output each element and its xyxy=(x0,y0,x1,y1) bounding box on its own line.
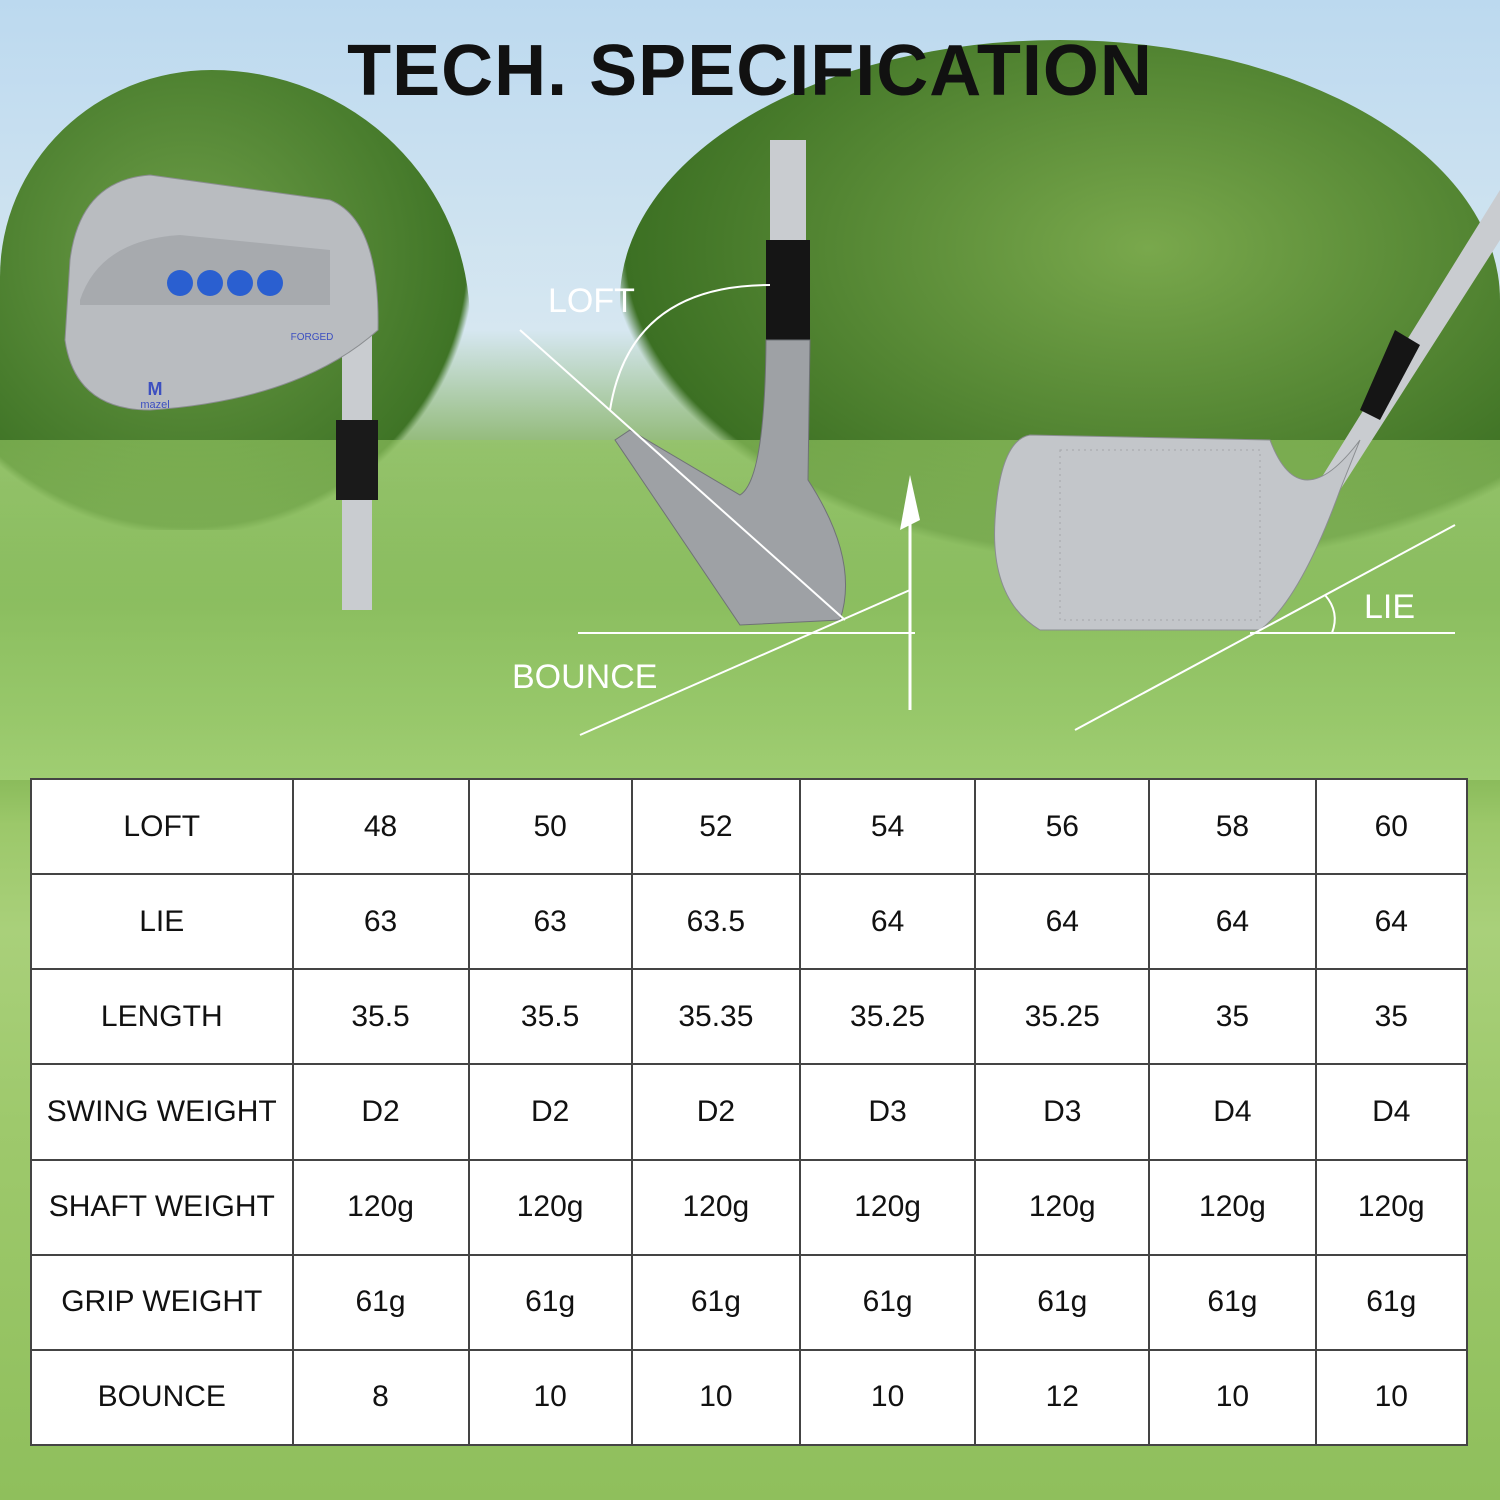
table-cell: 56 xyxy=(974,777,1151,876)
table-cell: 10 xyxy=(1314,1348,1469,1447)
row-label: GRIP WEIGHT xyxy=(30,1253,294,1351)
table-row: LIE 63 63 63.5 64 64 64 64 xyxy=(30,873,1469,971)
table-cell: D4 xyxy=(1148,1063,1317,1161)
table-cell: 64 xyxy=(1314,873,1469,971)
table-cell: D3 xyxy=(799,1063,977,1161)
table-row: LENGTH 35.5 35.5 35.35 35.25 35.25 35 35 xyxy=(30,968,1469,1066)
table-cell: 35.35 xyxy=(630,968,802,1066)
table-cell: 120g xyxy=(1314,1158,1469,1256)
wedge-back-view: M mazel FORGED xyxy=(64,174,379,610)
table-cell: 35 xyxy=(1314,968,1469,1066)
row-label: LENGTH xyxy=(30,968,294,1066)
table-cell: 8 xyxy=(291,1348,470,1447)
table-cell: 120g xyxy=(291,1158,470,1256)
lie-label: LIE xyxy=(1364,588,1416,626)
table-cell: 50 xyxy=(467,777,633,876)
table-row: BOUNCE 8 10 10 10 12 10 10 xyxy=(30,1348,1469,1447)
table-cell: D4 xyxy=(1314,1063,1469,1161)
table-cell: 63 xyxy=(291,873,470,971)
row-label: SWING WEIGHT xyxy=(30,1063,294,1161)
table-cell: 10 xyxy=(799,1348,977,1447)
svg-text:mazel: mazel xyxy=(140,399,169,411)
bounce-label: BOUNCE xyxy=(512,658,658,696)
table-row: GRIP WEIGHT 61g 61g 61g 61g 61g 61g 61g xyxy=(30,1253,1469,1351)
table-cell: 60 xyxy=(1314,777,1469,876)
table-cell: 10 xyxy=(1148,1348,1317,1447)
table-cell: D2 xyxy=(630,1063,802,1161)
table-cell: 61g xyxy=(1148,1253,1317,1351)
wedge-face-view xyxy=(994,190,1500,731)
table-cell: 35.25 xyxy=(974,968,1151,1066)
row-label: LOFT xyxy=(30,777,294,876)
table-cell: 63.5 xyxy=(630,873,802,971)
table-cell: 35.5 xyxy=(467,968,633,1066)
table-cell: 58 xyxy=(1148,777,1317,876)
row-label: SHAFT WEIGHT xyxy=(30,1158,294,1256)
table-cell: 120g xyxy=(974,1158,1151,1256)
table-cell: 12 xyxy=(974,1348,1151,1447)
table-cell: 64 xyxy=(1148,873,1317,971)
table-cell: 64 xyxy=(799,873,977,971)
row-label: BOUNCE xyxy=(30,1348,294,1447)
table-cell: 61g xyxy=(630,1253,802,1351)
table-cell: 52 xyxy=(630,777,802,876)
table-cell: 10 xyxy=(467,1348,633,1447)
spec-table: LOFT 48 50 52 54 56 58 60 LIE 63 63 63.5 64 64 64 64 LEN… xyxy=(30,777,1469,1447)
brand-logo: M xyxy=(148,379,163,399)
table-row: SWING WEIGHT D2 D2 D2 D3 D3 D4 D4 xyxy=(30,1063,1469,1161)
table-cell: 48 xyxy=(291,777,470,876)
table-cell: 120g xyxy=(467,1158,633,1256)
table-cell: 54 xyxy=(799,777,977,876)
table-cell: 61g xyxy=(291,1253,470,1351)
table-cell: 61g xyxy=(467,1253,633,1351)
table-cell: 63 xyxy=(467,873,633,971)
table-cell: 61g xyxy=(974,1253,1151,1351)
svg-text:FORGED: FORGED xyxy=(291,332,334,343)
row-label: LIE xyxy=(30,873,294,971)
table-row: LOFT 48 50 52 54 56 58 60 xyxy=(30,777,1469,876)
table-cell: 120g xyxy=(1148,1158,1317,1256)
table-cell: D3 xyxy=(974,1063,1151,1161)
page-title: TECH. SPECIFICATION xyxy=(347,31,1153,111)
table-row: SHAFT WEIGHT 120g 120g 120g 120g 120g 120g 120g xyxy=(30,1158,1469,1256)
table-cell: 120g xyxy=(630,1158,802,1256)
table-cell: 61g xyxy=(1314,1253,1469,1351)
table-cell: D2 xyxy=(467,1063,633,1161)
table-cell: 120g xyxy=(799,1158,977,1256)
table-cell: 35.5 xyxy=(291,968,470,1066)
table-cell: 64 xyxy=(974,873,1151,971)
wedge-side-view xyxy=(519,140,920,736)
club-illustrations: M mazel FORGED xyxy=(64,140,1500,736)
table-cell: 35.25 xyxy=(799,968,977,1066)
table-cell: D2 xyxy=(291,1063,470,1161)
table-cell: 61g xyxy=(799,1253,977,1351)
table-cell: 35 xyxy=(1148,968,1317,1066)
loft-label: LOFT xyxy=(548,282,635,320)
table-cell: 10 xyxy=(630,1348,802,1447)
